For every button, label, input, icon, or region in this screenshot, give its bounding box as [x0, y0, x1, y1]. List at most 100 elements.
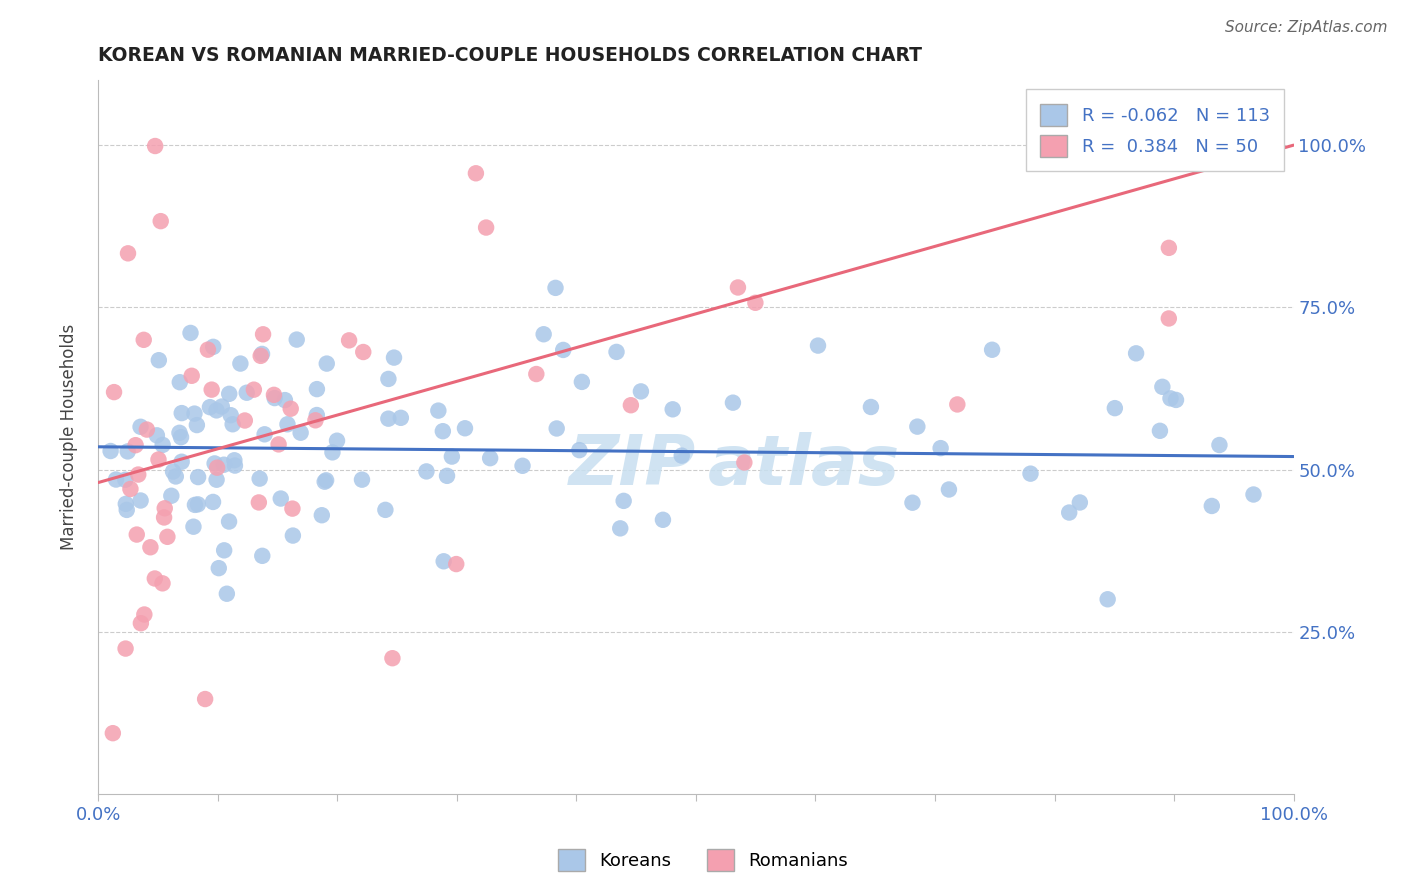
Point [475, 220, 498, 235]
Point [127, 467, 149, 482]
Point [326, 434, 349, 448]
Point [305, 382, 328, 396]
Point [135, 423, 157, 437]
Point [101, 726, 124, 740]
Point [169, 376, 191, 390]
Point [100, 444, 122, 458]
Point [117, 246, 139, 260]
Point [1159, 392, 1181, 406]
Point [153, 501, 176, 516]
Point [170, 430, 193, 444]
Point [183, 519, 205, 533]
Point [305, 408, 328, 422]
Point [249, 472, 271, 486]
Point [186, 418, 208, 433]
Point [285, 333, 308, 347]
Point [197, 343, 219, 357]
Point [1125, 346, 1147, 360]
Point [281, 501, 304, 516]
Point [253, 427, 276, 442]
Point [152, 438, 174, 452]
Point [183, 407, 205, 421]
Point [568, 443, 591, 458]
Point [125, 527, 148, 541]
Point [149, 214, 172, 228]
Point [1104, 401, 1126, 416]
Point [315, 473, 337, 487]
Point [1152, 380, 1174, 394]
Point [201, 383, 224, 397]
Point [337, 334, 360, 348]
Y-axis label: Married-couple Households: Married-couple Households [59, 324, 77, 550]
Point [1057, 506, 1080, 520]
Point [219, 408, 242, 422]
Point [235, 385, 257, 400]
Point [1243, 487, 1265, 501]
Point [233, 413, 256, 427]
Point [270, 491, 292, 506]
Point [103, 385, 125, 400]
Point [290, 425, 312, 440]
Point [432, 424, 454, 438]
Point [1019, 467, 1042, 481]
Point [224, 453, 246, 467]
Point [605, 345, 627, 359]
Point [1157, 241, 1180, 255]
Point [661, 402, 683, 417]
Point [440, 450, 463, 464]
Point [938, 483, 960, 497]
Point [243, 383, 266, 397]
Point [1149, 424, 1171, 438]
Point [148, 452, 170, 467]
Point [807, 338, 830, 352]
Point [350, 473, 373, 487]
Point [194, 692, 217, 706]
Point [148, 353, 170, 368]
Point [382, 351, 405, 365]
Point [129, 493, 152, 508]
Point [218, 515, 240, 529]
Point [1201, 499, 1223, 513]
Point [153, 510, 176, 524]
Point [981, 343, 1004, 357]
Point [352, 345, 374, 359]
Point [117, 444, 139, 458]
Point [727, 280, 749, 294]
Legend: R = -0.062   N = 113, R =  0.384   N = 50: R = -0.062 N = 113, R = 0.384 N = 50 [1026, 89, 1285, 171]
Point [1208, 438, 1230, 452]
Point [454, 421, 477, 435]
Point [120, 482, 142, 496]
Point [252, 549, 274, 563]
Point [1097, 592, 1119, 607]
Text: atlas: atlas [709, 432, 900, 500]
Point [433, 554, 456, 568]
Point [208, 561, 231, 575]
Point [143, 139, 166, 153]
Point [247, 495, 270, 509]
Point [744, 295, 766, 310]
Point [152, 576, 174, 591]
Point [377, 372, 399, 386]
Point [274, 393, 297, 408]
Point [187, 470, 209, 484]
Text: Source: ZipAtlas.com: Source: ZipAtlas.com [1225, 20, 1388, 35]
Point [280, 401, 302, 416]
Point [205, 403, 228, 417]
Point [436, 468, 458, 483]
Point [315, 357, 337, 371]
Point [139, 541, 162, 555]
Point [180, 368, 202, 383]
Point [202, 495, 225, 509]
Point [314, 475, 336, 489]
Point [129, 419, 152, 434]
Point [184, 498, 207, 512]
Point [609, 521, 631, 535]
Point [205, 460, 228, 475]
Point [304, 413, 326, 427]
Point [321, 445, 343, 459]
Point [546, 421, 568, 435]
Point [652, 513, 675, 527]
Point [311, 508, 333, 523]
Point [134, 607, 156, 622]
Point [263, 391, 285, 405]
